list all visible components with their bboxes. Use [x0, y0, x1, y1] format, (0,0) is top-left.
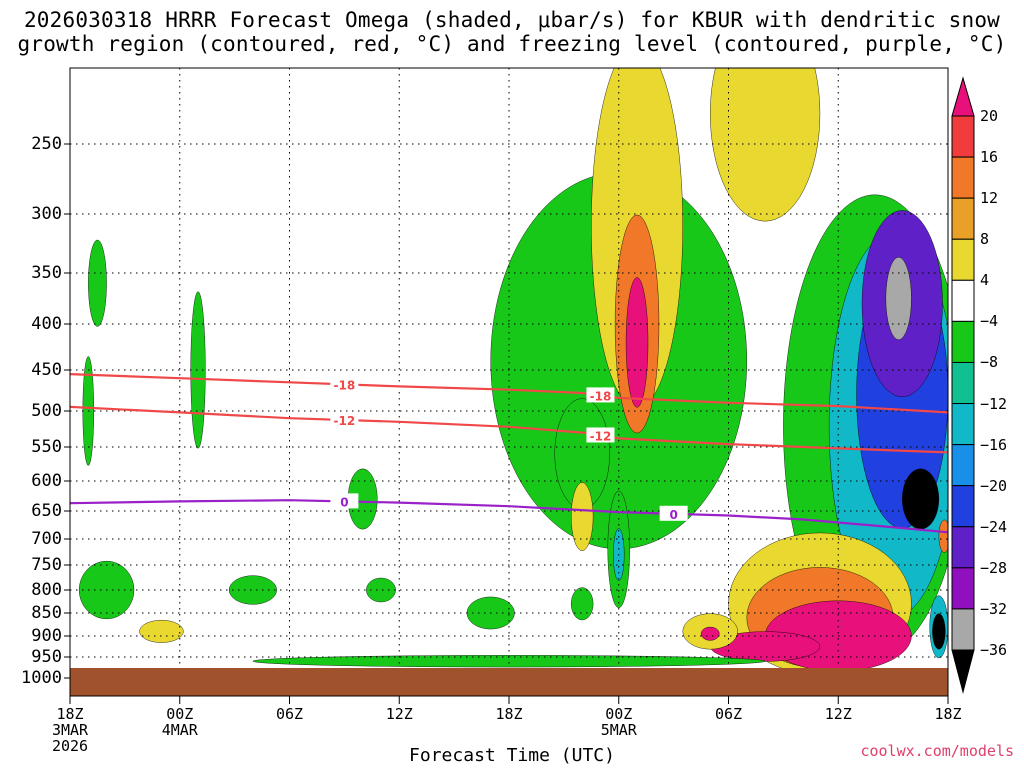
contour-label-bg	[330, 493, 359, 509]
colorbar-label: −8	[980, 353, 999, 372]
colorbar-segment	[951, 444, 975, 487]
colorbar	[951, 76, 975, 694]
x-tick-label: 06Z	[275, 705, 304, 723]
colorbar-label: −20	[980, 476, 1008, 495]
colorbar-segment	[951, 156, 975, 199]
y-tick-label: 300	[31, 204, 62, 224]
contour-label: -18	[590, 389, 612, 403]
y-tick-label: 550	[31, 437, 62, 457]
contour-label-bg	[330, 376, 359, 392]
chart-title-line1: 2026030318 HRRR Forecast Omega (shaded, …	[23, 8, 1001, 32]
colorbar-label: −24	[980, 517, 1008, 536]
y-tick-label: 800	[31, 580, 62, 600]
y-tick-label: 1000	[21, 668, 62, 688]
colorbar-bottom-arrow	[951, 649, 975, 694]
contour-label: -12	[334, 414, 356, 428]
x-tick-label: 18Z	[56, 705, 84, 723]
x-tick-label: 12Z	[824, 705, 852, 723]
colorbar-label: 8	[980, 230, 990, 249]
omega-shade-region	[366, 577, 396, 603]
y-tick-label: 400	[31, 314, 62, 334]
omega-shade-region	[902, 468, 940, 530]
x-tick-label: 18Z	[934, 705, 962, 723]
colorbar-segment	[951, 197, 975, 240]
omega-shade-region	[139, 620, 184, 643]
temperature-contours: -18 -18 -12 -12 0 0	[70, 373, 948, 534]
omega-shade-region	[88, 239, 107, 327]
x-tick-label: 06Z	[714, 705, 743, 723]
colorbar-label: 12	[980, 189, 999, 208]
colorbar-segment	[951, 567, 975, 610]
colorbar-label: −32	[980, 599, 1008, 618]
y-tick-label: 650	[31, 501, 62, 521]
x-tick-sublabel: 3MAR	[51, 721, 89, 739]
colorbar-segment	[951, 485, 975, 528]
omega-shade-region	[252, 655, 766, 668]
x-tick-label: 00Z	[166, 705, 194, 723]
colorbar-label: 4	[980, 271, 990, 290]
x-tick-sublabel: 4MAR	[161, 721, 198, 739]
omega-shading	[78, 68, 948, 675]
omega-shade-region	[710, 68, 821, 222]
x-tick-label: 00Z	[605, 705, 633, 723]
contour-label-bg	[586, 387, 615, 403]
colorbar-segment	[951, 238, 975, 281]
credit-link[interactable]: coolwx.com/models	[860, 742, 1014, 760]
contour-label-bg	[586, 427, 615, 443]
x-tick-label: 12Z	[385, 705, 413, 723]
colorbar-segment	[951, 115, 975, 158]
y-tick-label: 700	[31, 529, 62, 549]
y-tick-label: 500	[31, 401, 62, 421]
x-tick-sublabel: 5MAR	[600, 721, 637, 739]
contour-label-bg	[659, 505, 688, 521]
ground-terrain	[70, 668, 948, 696]
colorbar-segment	[951, 279, 975, 322]
omega-shade-region	[700, 626, 720, 641]
omega-shade-region	[938, 519, 948, 553]
colorbar-label: −28	[980, 558, 1008, 577]
omega-shade-region	[885, 257, 912, 340]
y-tick-label: 750	[31, 555, 62, 575]
contour-label: 0	[340, 495, 348, 509]
y-tick-label: 850	[31, 603, 62, 623]
x-tick-sublabel: 2026	[51, 737, 89, 755]
colorbar-top-arrow	[951, 76, 975, 117]
contour-0	[70, 499, 948, 534]
contour--12	[70, 405, 948, 454]
colorbar-label: 20	[980, 107, 999, 125]
y-tick-label: 600	[31, 471, 62, 491]
contour-label: -18	[334, 378, 356, 392]
y-tick-label: 900	[31, 626, 62, 646]
omega-shade-region	[625, 277, 649, 408]
contour-label: -12	[590, 429, 612, 443]
colorbar-label: −16	[980, 435, 1008, 454]
colorbar-segment	[951, 320, 975, 363]
colorbar-label: −12	[980, 394, 1008, 413]
colorbar-label: −36	[980, 641, 1008, 659]
contour--18	[70, 373, 948, 414]
y-tick-label: 450	[31, 360, 62, 380]
x-tick-label: 18Z	[495, 705, 523, 723]
x-axis-title: Forecast Time (UTC)	[409, 745, 615, 766]
omega-shade-region	[228, 575, 277, 605]
contour-label-bg	[330, 412, 359, 427]
omega-shade-region	[570, 482, 594, 551]
colorbar-segment	[951, 526, 975, 569]
y-tick-label: 950	[31, 647, 62, 667]
chart-title-line2: growth region (contoured, red, °C) and f…	[17, 32, 1007, 56]
contour-label: 0	[669, 508, 677, 522]
colorbar-label: −4	[980, 312, 999, 331]
y-tick-label: 350	[31, 263, 62, 283]
colorbar-segment	[951, 403, 975, 446]
omega-shade-region	[932, 613, 946, 650]
colorbar-segment	[951, 361, 975, 405]
colorbar-label: 16	[980, 148, 999, 167]
plot-frame	[69, 67, 949, 697]
y-tick-label: 250	[31, 134, 62, 154]
colorbar-segment	[951, 608, 975, 651]
omega-shade-region	[570, 587, 594, 621]
